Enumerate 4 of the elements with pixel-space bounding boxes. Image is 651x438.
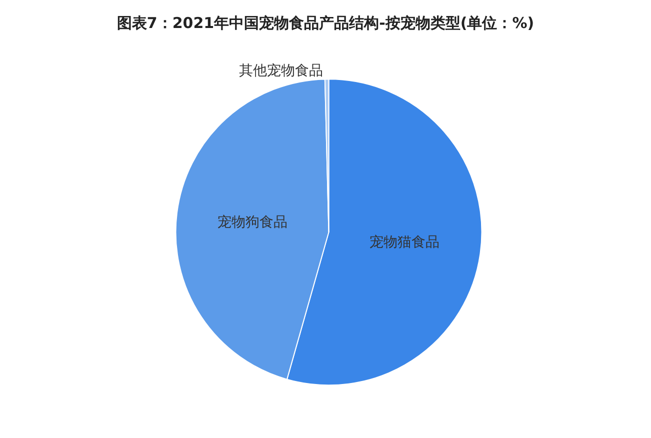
- slice-label: 宠物猫食品: [370, 234, 440, 251]
- slice-label: 其他宠物食品: [238, 63, 323, 80]
- slice-label: 宠物狗食品: [217, 214, 288, 230]
- chart-title: 图表7：2021年中国宠物食品产品结构-按宠物类型(单位：%): [116, 14, 534, 32]
